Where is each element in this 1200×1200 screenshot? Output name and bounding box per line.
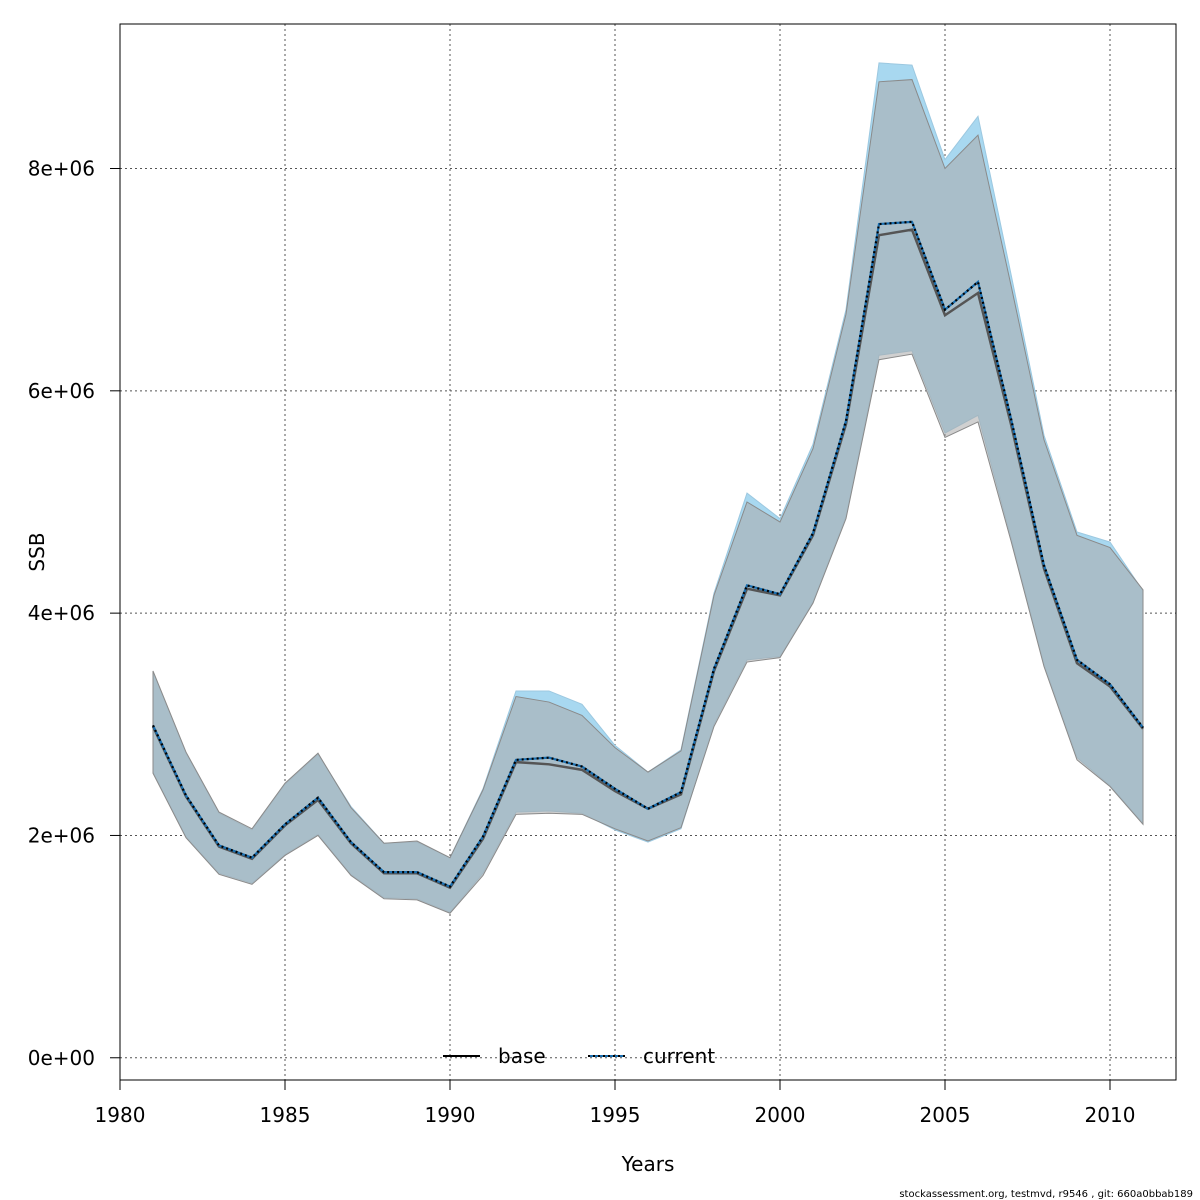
series-lines <box>151 220 1144 890</box>
line-current-dots <box>152 220 1144 888</box>
x-tick-label: 2000 <box>755 1103 806 1127</box>
x-tick-label: 1980 <box>95 1103 146 1127</box>
legend-base-label: base <box>498 1044 546 1068</box>
x-tick-label: 1995 <box>590 1103 641 1127</box>
x-tick-label: 1990 <box>425 1103 476 1127</box>
y-axis-title: SSB <box>25 532 49 571</box>
x-axis-title: Years <box>621 1152 675 1176</box>
y-tick-label: 0e+00 <box>28 1046 95 1070</box>
footer-credit: stockassessment.org, testmvd, r9546 , gi… <box>899 1189 1193 1200</box>
plot-frame <box>119 23 1177 1081</box>
band-base <box>152 79 1144 914</box>
y-axis: 0e+00 2e+06 4e+06 6e+06 8e+06 <box>28 157 120 1070</box>
y-tick-label: 2e+06 <box>28 823 95 847</box>
y-tick-label: 4e+06 <box>28 601 95 625</box>
legend-current-label: current <box>643 1044 715 1068</box>
y-tick-label: 8e+06 <box>28 157 95 181</box>
legend: base current <box>443 1044 715 1068</box>
x-tick-label: 2005 <box>920 1103 971 1127</box>
confidence-bands <box>152 62 1144 914</box>
x-tick-label: 1985 <box>260 1103 311 1127</box>
y-tick-label: 6e+06 <box>28 379 95 403</box>
x-axis: 1980 1985 1990 1995 2000 2005 2010 <box>95 1080 1136 1127</box>
x-tick-label: 2010 <box>1085 1103 1136 1127</box>
